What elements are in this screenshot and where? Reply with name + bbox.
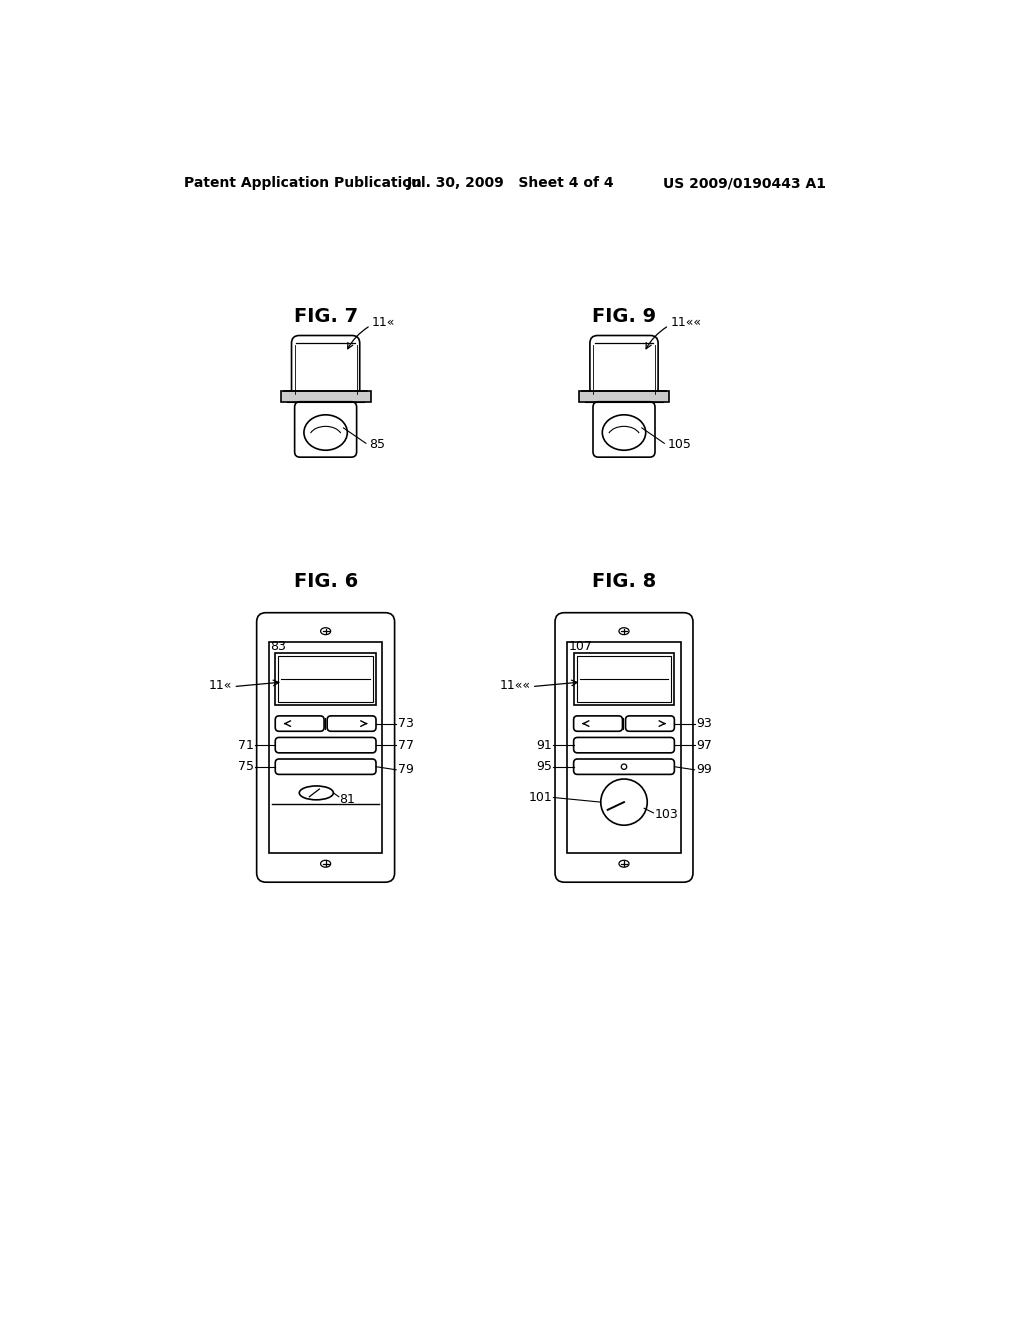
FancyBboxPatch shape bbox=[275, 738, 376, 752]
Ellipse shape bbox=[321, 628, 331, 635]
FancyBboxPatch shape bbox=[295, 401, 356, 457]
Ellipse shape bbox=[618, 861, 629, 867]
Text: US 2009/0190443 A1: US 2009/0190443 A1 bbox=[663, 176, 825, 190]
Ellipse shape bbox=[299, 785, 334, 800]
FancyBboxPatch shape bbox=[573, 759, 675, 775]
FancyBboxPatch shape bbox=[275, 759, 376, 775]
Text: 71: 71 bbox=[238, 739, 254, 751]
Text: 11««: 11«« bbox=[500, 678, 530, 692]
Text: 83: 83 bbox=[270, 640, 287, 653]
FancyBboxPatch shape bbox=[590, 335, 658, 397]
Bar bbox=[275, 653, 376, 705]
FancyBboxPatch shape bbox=[257, 612, 394, 882]
Text: 101: 101 bbox=[528, 791, 552, 804]
Text: Jul. 30, 2009   Sheet 4 of 4: Jul. 30, 2009 Sheet 4 of 4 bbox=[407, 176, 614, 190]
Ellipse shape bbox=[601, 779, 647, 825]
Text: 95: 95 bbox=[536, 760, 552, 774]
Ellipse shape bbox=[622, 764, 627, 770]
FancyBboxPatch shape bbox=[292, 335, 359, 397]
Text: 11«: 11« bbox=[209, 678, 231, 692]
Ellipse shape bbox=[321, 861, 331, 867]
Text: 93: 93 bbox=[696, 717, 712, 730]
Text: 73: 73 bbox=[397, 717, 414, 730]
Text: 91: 91 bbox=[537, 739, 552, 751]
Ellipse shape bbox=[602, 414, 646, 450]
Text: 11««: 11«« bbox=[671, 315, 701, 329]
Bar bbox=[577, 656, 672, 702]
Text: 79: 79 bbox=[397, 763, 414, 776]
Bar bbox=[573, 653, 675, 705]
Ellipse shape bbox=[618, 628, 629, 635]
Text: 105: 105 bbox=[668, 438, 691, 451]
Bar bbox=[579, 391, 669, 401]
Text: 103: 103 bbox=[655, 808, 679, 821]
Text: 97: 97 bbox=[696, 739, 712, 751]
Text: 75: 75 bbox=[238, 760, 254, 774]
Text: 107: 107 bbox=[569, 640, 593, 653]
FancyBboxPatch shape bbox=[573, 715, 623, 731]
Text: FIG. 9: FIG. 9 bbox=[592, 306, 656, 326]
Bar bbox=[279, 656, 373, 702]
Text: Patent Application Publication: Patent Application Publication bbox=[183, 176, 422, 190]
Text: 11«: 11« bbox=[372, 315, 395, 329]
Text: FIG. 6: FIG. 6 bbox=[294, 573, 357, 591]
FancyBboxPatch shape bbox=[573, 738, 675, 752]
Text: 77: 77 bbox=[397, 739, 414, 751]
Text: 81: 81 bbox=[340, 792, 355, 805]
Text: FIG. 7: FIG. 7 bbox=[294, 306, 357, 326]
Text: 99: 99 bbox=[696, 763, 712, 776]
Bar bbox=[281, 391, 371, 401]
FancyBboxPatch shape bbox=[328, 715, 376, 731]
Bar bbox=[567, 642, 681, 853]
Text: 85: 85 bbox=[369, 438, 385, 451]
Bar bbox=[269, 642, 382, 853]
FancyBboxPatch shape bbox=[275, 715, 324, 731]
FancyBboxPatch shape bbox=[555, 612, 693, 882]
FancyBboxPatch shape bbox=[593, 401, 655, 457]
Text: FIG. 8: FIG. 8 bbox=[592, 573, 656, 591]
FancyBboxPatch shape bbox=[626, 715, 675, 731]
Ellipse shape bbox=[304, 414, 347, 450]
